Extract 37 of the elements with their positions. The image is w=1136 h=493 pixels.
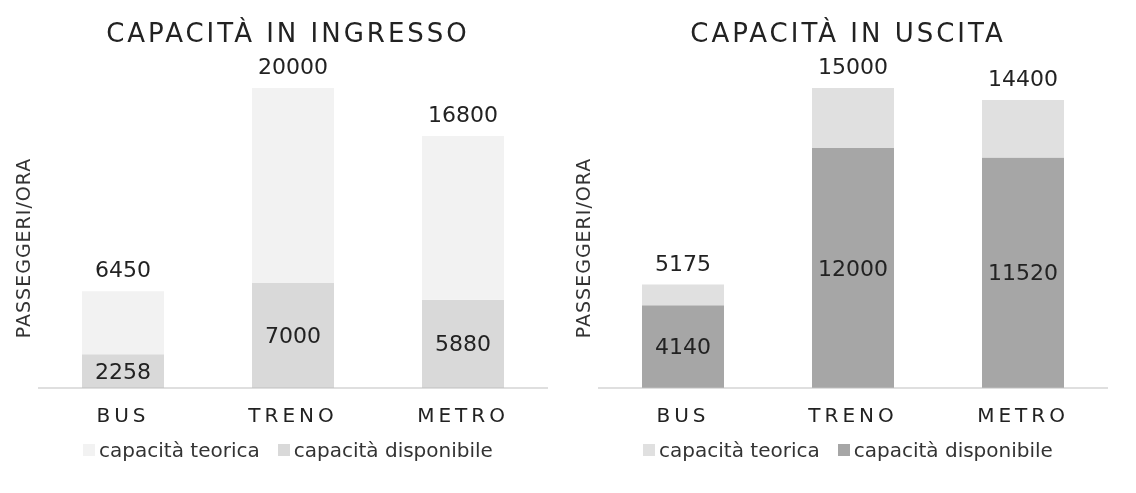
- legend-label: capacità teorica: [658, 438, 820, 462]
- bar: [252, 283, 334, 388]
- legend-label: capacità disponibile: [852, 438, 1053, 462]
- y-axis-title: PASSEGGERI/ORA: [12, 157, 34, 339]
- bar: [252, 88, 334, 283]
- data-label: 7000: [265, 323, 321, 348]
- total-label: 16800: [428, 102, 498, 127]
- bar: [642, 284, 724, 306]
- data-label: 5880: [435, 331, 491, 357]
- chart-title: CAPACITÀ IN INGRESSO: [106, 18, 470, 48]
- x-tick-label: METRO: [977, 403, 1069, 428]
- legend-label: capacità disponibile: [292, 438, 493, 462]
- data-label: 12000: [818, 255, 888, 281]
- x-tick-label: METRO: [417, 403, 509, 428]
- total-label: 14400: [988, 66, 1058, 91]
- bar: [812, 88, 894, 148]
- x-tick-label: BUS: [656, 403, 710, 428]
- total-label: 20000: [258, 54, 328, 79]
- bar: [82, 291, 164, 355]
- bar: [982, 157, 1064, 388]
- chart-title: CAPACITÀ IN USCITA: [690, 18, 1006, 48]
- total-label: 5175: [655, 250, 711, 276]
- bar: [422, 136, 504, 300]
- legend-label: capacità teorica: [98, 438, 260, 462]
- x-tick-label: BUS: [96, 403, 150, 428]
- total-label: 15000: [818, 54, 888, 79]
- bar: [812, 148, 894, 388]
- bar: [642, 305, 724, 388]
- bar: [422, 299, 504, 388]
- x-tick-label: TRENO: [247, 403, 338, 428]
- data-label: 4140: [655, 334, 711, 360]
- data-label: 11520: [988, 260, 1058, 286]
- data-label: 2258: [95, 358, 151, 384]
- total-label: 6450: [95, 257, 151, 283]
- bar: [982, 100, 1064, 158]
- x-tick-label: TRENO: [807, 403, 898, 428]
- y-axis-title: PASSEGGERI/ORA: [572, 157, 594, 339]
